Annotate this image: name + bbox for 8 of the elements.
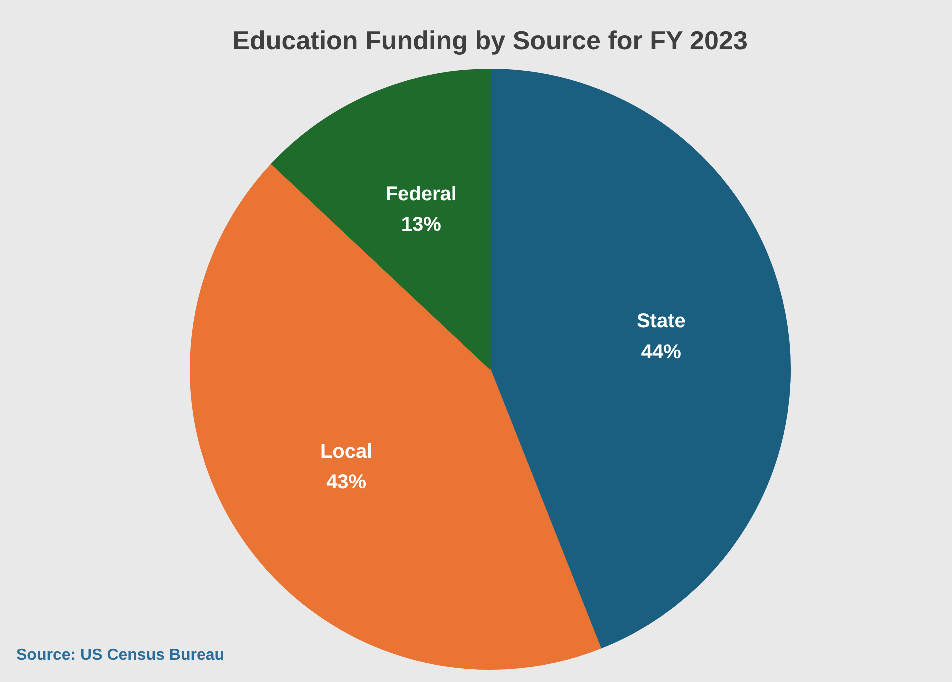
data-label: 43% <box>326 472 367 494</box>
data-label: 13% <box>401 214 442 236</box>
slice-label: State <box>636 310 686 332</box>
slice-label: Local <box>320 440 373 463</box>
slice-label: Federal <box>386 183 457 206</box>
source-note: Source: US Census Bureau <box>16 647 225 664</box>
chart-title: Education Funding by Source for FY 2023 <box>232 26 748 56</box>
data-label: 44% <box>641 341 682 364</box>
